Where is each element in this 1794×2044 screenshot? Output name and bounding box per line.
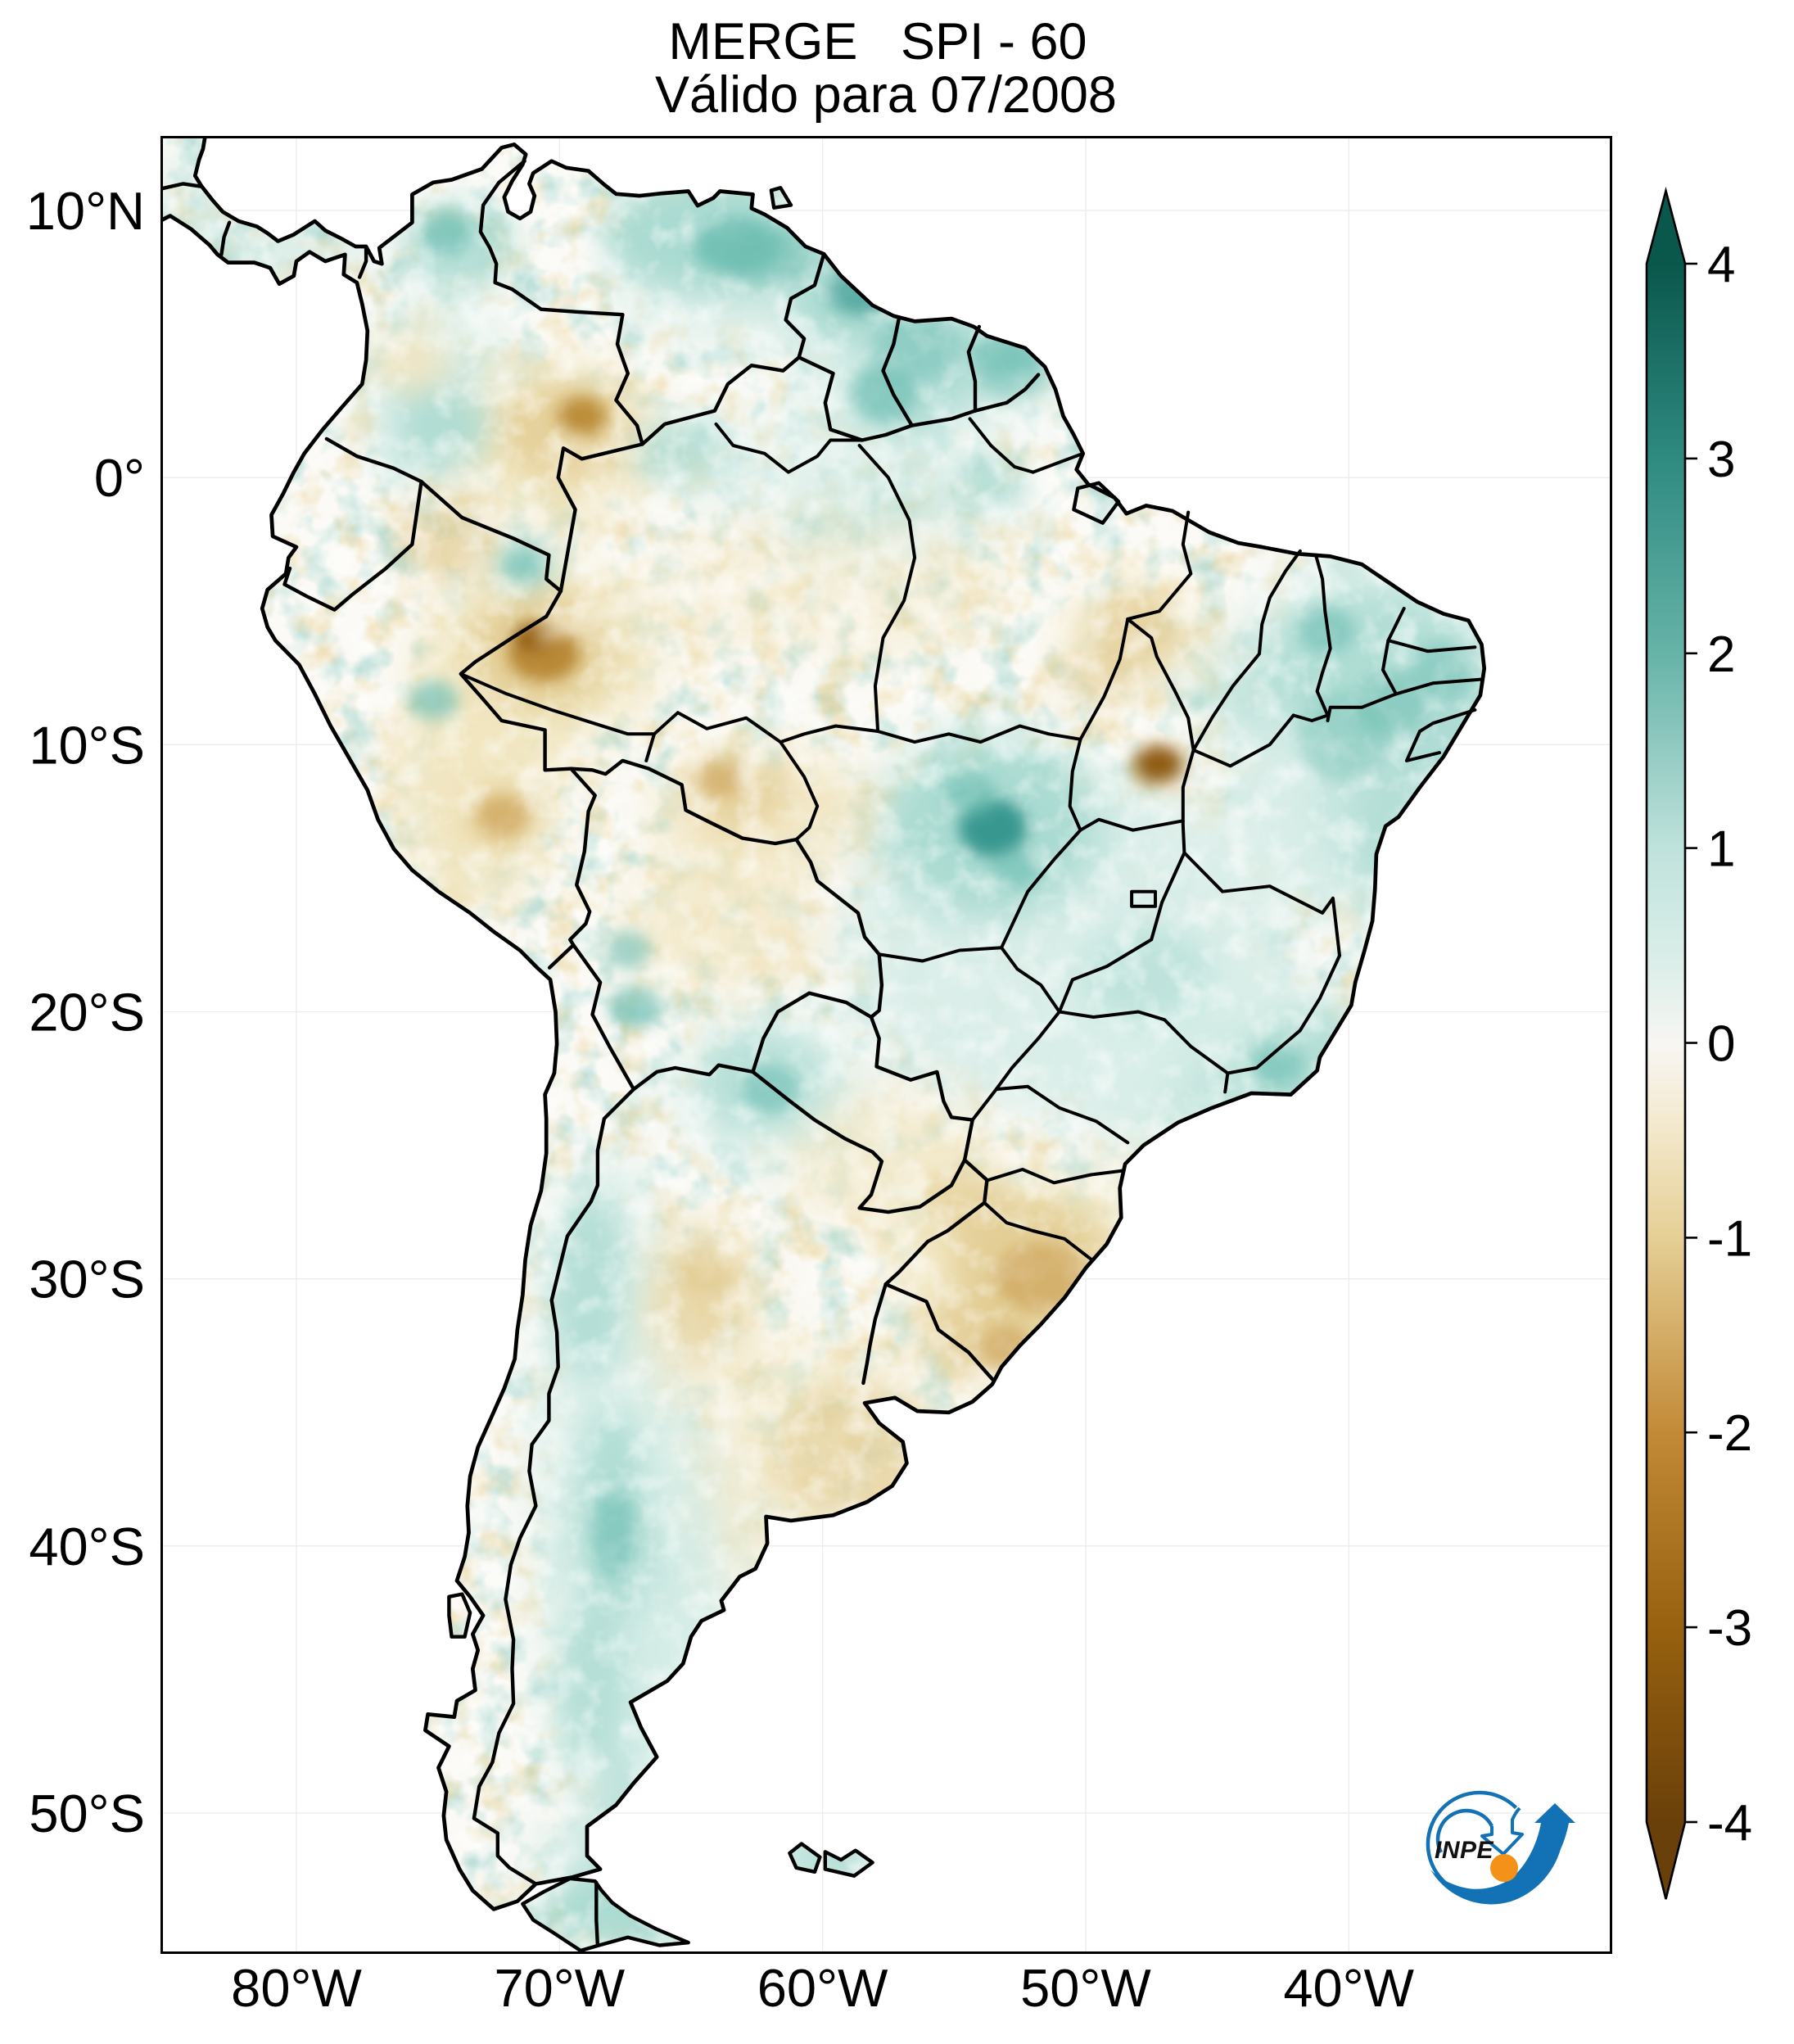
svg-text:Válido para 07/2008: Válido para 07/2008	[655, 66, 1117, 124]
svg-text:20°S: 20°S	[29, 983, 145, 1042]
svg-text:-2: -2	[1707, 1405, 1752, 1462]
svg-text:80°W: 80°W	[231, 1958, 362, 2018]
svg-text:-4: -4	[1707, 1795, 1752, 1852]
svg-text:30°S: 30°S	[29, 1250, 145, 1309]
svg-text:60°W: 60°W	[757, 1958, 888, 2018]
svg-text:10°N: 10°N	[26, 181, 145, 241]
svg-text:3: 3	[1707, 432, 1735, 488]
svg-text:0: 0	[1707, 1016, 1735, 1073]
svg-text:40°W: 40°W	[1283, 1958, 1414, 2018]
svg-text:4: 4	[1707, 237, 1735, 293]
svg-text:40°S: 40°S	[29, 1517, 145, 1576]
svg-text:-1: -1	[1707, 1210, 1752, 1267]
svg-text:-3: -3	[1707, 1600, 1752, 1657]
svg-text:2: 2	[1707, 626, 1735, 683]
svg-text:50°S: 50°S	[29, 1784, 145, 1843]
svg-text:MERGE SPI - 60: MERGE SPI - 60	[668, 13, 1087, 70]
svg-text:0°: 0°	[94, 448, 145, 508]
svg-text:1: 1	[1707, 821, 1735, 878]
svg-text:50°W: 50°W	[1020, 1958, 1151, 2018]
svg-text:70°W: 70°W	[494, 1958, 625, 2018]
svg-text:INPE: INPE	[1435, 1837, 1494, 1864]
svg-text:10°S: 10°S	[29, 715, 145, 775]
